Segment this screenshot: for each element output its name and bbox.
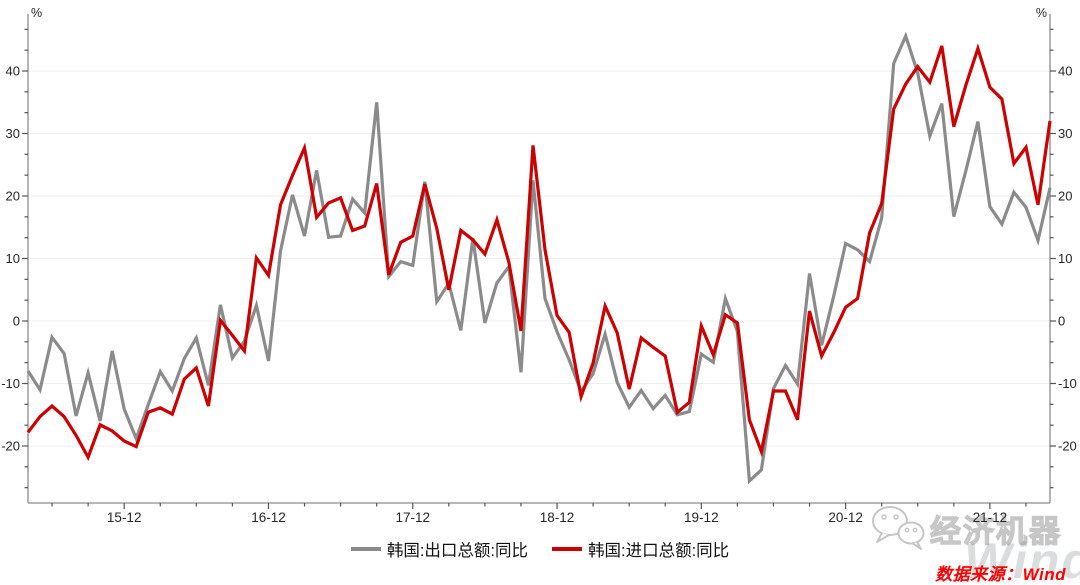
svg-text:40: 40 [1058,64,1072,79]
svg-text:-10: -10 [1,376,20,391]
brand-watermark: 经济机器 [870,504,1062,552]
legend-item-imports[interactable]: 韩国:进口总额:同比 [552,537,729,561]
legend-label-exports: 韩国:出口总额:同比 [386,542,528,560]
legend-item-exports[interactable]: 韩国:出口总额:同比 [350,537,528,561]
svg-text:0: 0 [1058,314,1065,329]
svg-text:21-12: 21-12 [973,510,1008,525]
svg-text:-10: -10 [1058,376,1077,391]
imports-line-swatch [552,547,582,551]
legend-label-imports: 韩国:进口总额:同比 [588,542,730,560]
wind-watermark: Wind [964,533,1080,585]
svg-text:18-12: 18-12 [540,510,575,525]
svg-text:20-12: 20-12 [828,510,863,525]
svg-text:0: 0 [13,314,20,329]
svg-text:30: 30 [1058,126,1072,141]
line-chart: -20 -20 -10 -10 0 0 10 10 20 20 30 30 40 40 15-12 16-12… [1,6,1077,525]
wechat-icon [872,506,925,550]
svg-text:15-12: 15-12 [107,510,142,525]
svg-text:20: 20 [6,189,20,204]
svg-text:-20: -20 [1058,439,1077,454]
svg-text:10: 10 [1058,251,1072,266]
svg-text:10: 10 [6,251,20,266]
brand-name: 经济机器 [929,513,1062,549]
svg-text:20: 20 [1058,189,1072,204]
svg-text:-20: -20 [1,439,20,454]
svg-text:40: 40 [6,64,20,79]
svg-text:17-12: 17-12 [395,510,430,525]
svg-text:%: % [1036,6,1047,20]
data-source-label: 数据来源：Wind [935,565,1066,584]
svg-text:19-12: 19-12 [684,510,719,525]
svg-text:%: % [31,6,42,20]
svg-text:30: 30 [6,126,20,141]
legend: 韩国:出口总额:同比 韩国:进口总额:同比 [0,537,1080,561]
exports-line-swatch [350,547,381,551]
svg-text:16-12: 16-12 [251,510,286,525]
